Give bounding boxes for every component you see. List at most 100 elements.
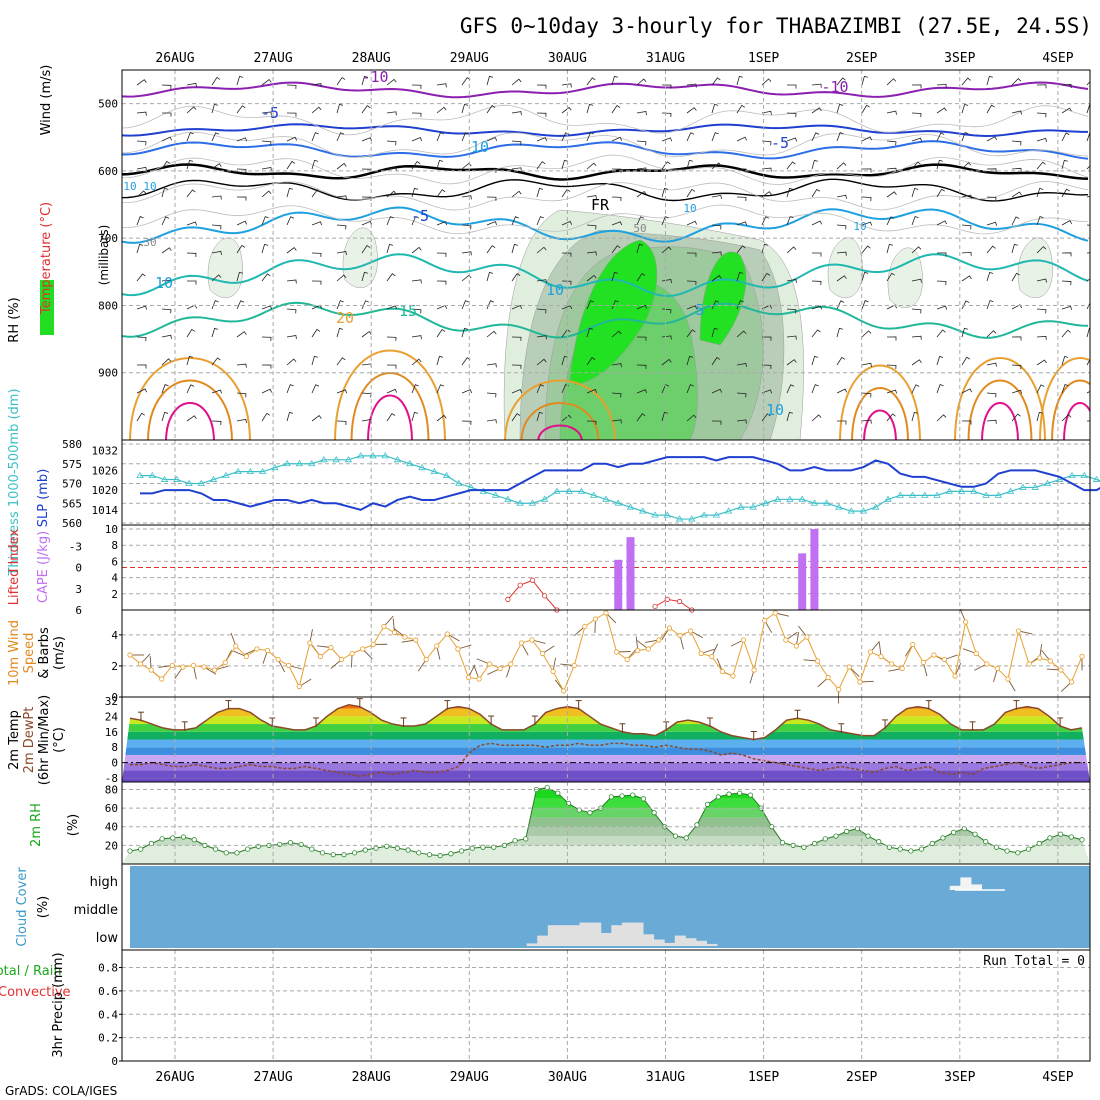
temperature-contour xyxy=(520,402,600,440)
lifted-index-marker xyxy=(505,596,511,602)
wind-barb xyxy=(886,364,897,370)
low-cloud-bar xyxy=(600,933,612,946)
wind-barb xyxy=(586,77,596,86)
wind-barb xyxy=(211,300,219,310)
contour-label: 10 xyxy=(766,401,784,419)
wind-barb xyxy=(761,272,771,282)
wind-speed-marker xyxy=(677,632,683,639)
wind-barb xyxy=(161,187,168,198)
temperature-band xyxy=(122,739,1090,748)
wind-barb xyxy=(811,329,821,338)
low-cloud-bar xyxy=(526,943,538,946)
rh-marker xyxy=(394,845,401,851)
wind-barb xyxy=(586,162,597,170)
wind-barb xyxy=(161,160,171,170)
y-tick-label: 2 xyxy=(111,660,118,673)
y-tick-label: 700 xyxy=(98,232,118,245)
wind-barb xyxy=(886,167,897,172)
wind-speed-marker xyxy=(941,656,948,663)
temperature-band xyxy=(122,704,1090,709)
wind-barb xyxy=(611,245,621,254)
y-tick-label: 4 xyxy=(111,572,118,585)
wind-barb xyxy=(411,216,419,226)
wind-barb xyxy=(136,216,144,226)
wind-barb xyxy=(386,273,396,282)
wind-barb xyxy=(1086,80,1090,86)
wind-barb xyxy=(886,191,897,198)
wind-barb xyxy=(411,384,419,394)
wind-barb xyxy=(836,327,843,338)
y-tick-label: 6 xyxy=(111,555,118,568)
temperature-band xyxy=(122,731,1090,740)
rh-marker xyxy=(159,836,165,842)
wind-barb xyxy=(636,78,647,86)
rh-marker xyxy=(191,837,197,843)
rh-marker xyxy=(180,834,187,840)
wind-barb xyxy=(1061,188,1070,198)
wind-barb xyxy=(986,221,998,226)
wind-barb xyxy=(661,384,670,394)
thickness-marker xyxy=(222,471,230,478)
wind-barb xyxy=(836,132,844,142)
rh-marker xyxy=(277,841,283,848)
thickness-marker xyxy=(872,503,880,510)
wind-speed-marker xyxy=(127,652,133,658)
temperature-color-bands xyxy=(122,704,1090,782)
wind-speed-marker xyxy=(423,656,429,663)
wind-barb xyxy=(886,389,898,394)
y-tick-label: 0 xyxy=(111,1055,118,1068)
thickness-marker xyxy=(602,495,610,502)
wind-speed-marker xyxy=(698,650,704,657)
wind-barb xyxy=(1011,140,1022,146)
wind-barb xyxy=(486,419,497,424)
wind-barb xyxy=(336,327,344,338)
wind-speed-marker xyxy=(1079,653,1085,660)
wind-barb xyxy=(261,78,272,86)
thickness-marker xyxy=(442,471,451,478)
wind-barb xyxy=(211,250,222,255)
wind-barb xyxy=(911,216,919,226)
thickness-marker xyxy=(160,475,169,482)
wind-barb xyxy=(136,140,147,146)
contour-label: 10 xyxy=(143,180,156,193)
wind-speed-marker xyxy=(264,647,271,654)
rh-marker xyxy=(127,848,133,854)
wind-barb xyxy=(711,77,721,86)
bottom-date-axis: 26AUG 27AUG 28AUG 29AUG 30AUG 31AUG 1SEP 2SEP 3S… xyxy=(155,1070,1073,1085)
wind-barb xyxy=(1036,411,1043,422)
wind-barb xyxy=(886,140,897,146)
wind-barb xyxy=(1036,137,1048,142)
thickness-marker xyxy=(271,463,279,471)
wind-barb xyxy=(1036,246,1047,254)
thickness-marker xyxy=(1080,471,1088,478)
wind-barb xyxy=(161,279,172,284)
temperature-contour xyxy=(122,204,1089,235)
thickness-marker xyxy=(737,503,745,510)
wind-barb xyxy=(786,161,796,170)
wind-barb xyxy=(836,77,846,86)
y-tick-label: 580 xyxy=(62,438,82,451)
cloud-level-label: high xyxy=(90,875,118,890)
wind-barb xyxy=(286,358,297,366)
thickness-marker xyxy=(822,499,831,506)
top-date-label: 30AUG xyxy=(548,51,587,66)
bottom-date-label: 31AUG xyxy=(646,1070,685,1085)
wind-barb xyxy=(336,300,344,310)
wind-barb xyxy=(836,162,847,170)
wind-barb xyxy=(961,251,972,256)
rh-marker xyxy=(523,836,529,842)
wind-barb xyxy=(636,364,647,369)
rh-marker xyxy=(844,828,850,834)
wind-barb xyxy=(586,420,597,425)
thickness-line xyxy=(140,455,1100,520)
wind-barb xyxy=(1011,304,1022,310)
bottom-date-label: 27AUG xyxy=(254,1070,293,1085)
wind-speed-marker xyxy=(814,658,821,664)
wind-barb xyxy=(686,384,694,394)
wind-barb xyxy=(336,420,347,425)
temperature-band xyxy=(122,778,1090,782)
top-date-label: 3SEP xyxy=(944,51,975,66)
thickness-marker xyxy=(675,515,684,522)
wind-barb xyxy=(761,364,772,370)
wind-barb xyxy=(661,161,671,170)
